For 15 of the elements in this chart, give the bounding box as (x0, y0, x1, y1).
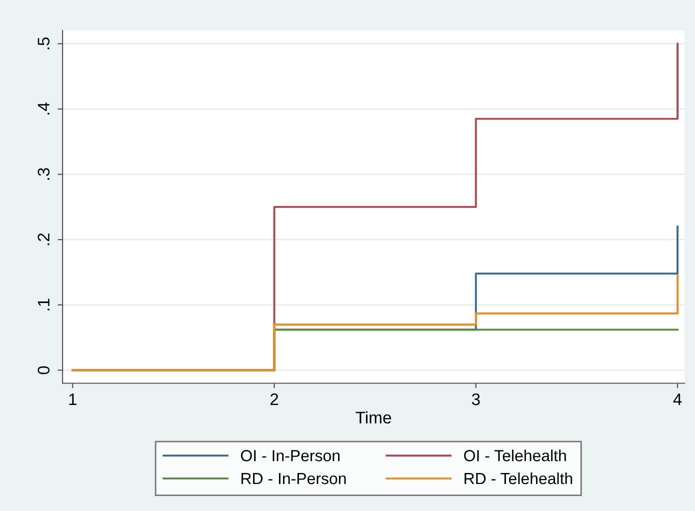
legend-label: RD - Telehealth (464, 472, 572, 484)
y-tick-label: .1 (38, 298, 50, 310)
legend-label: OI - In-Person (240, 450, 340, 462)
y-tick-label: .2 (38, 233, 50, 246)
x-axis-title: Time (356, 411, 392, 424)
y-tick-label: .3 (38, 168, 50, 180)
legend-label: RD - In-Person (242, 473, 346, 484)
x-tick-label: 1 (69, 394, 76, 406)
y-tick-label: 0 (38, 366, 50, 374)
x-tick-label: 3 (472, 393, 480, 406)
y-tick-label: .4 (38, 102, 50, 114)
x-tick-label: 2 (270, 393, 278, 406)
y-tick-label: .5 (38, 37, 50, 50)
legend-label: OI - Telehealth (464, 450, 566, 462)
x-tick-label: 4 (673, 394, 682, 406)
